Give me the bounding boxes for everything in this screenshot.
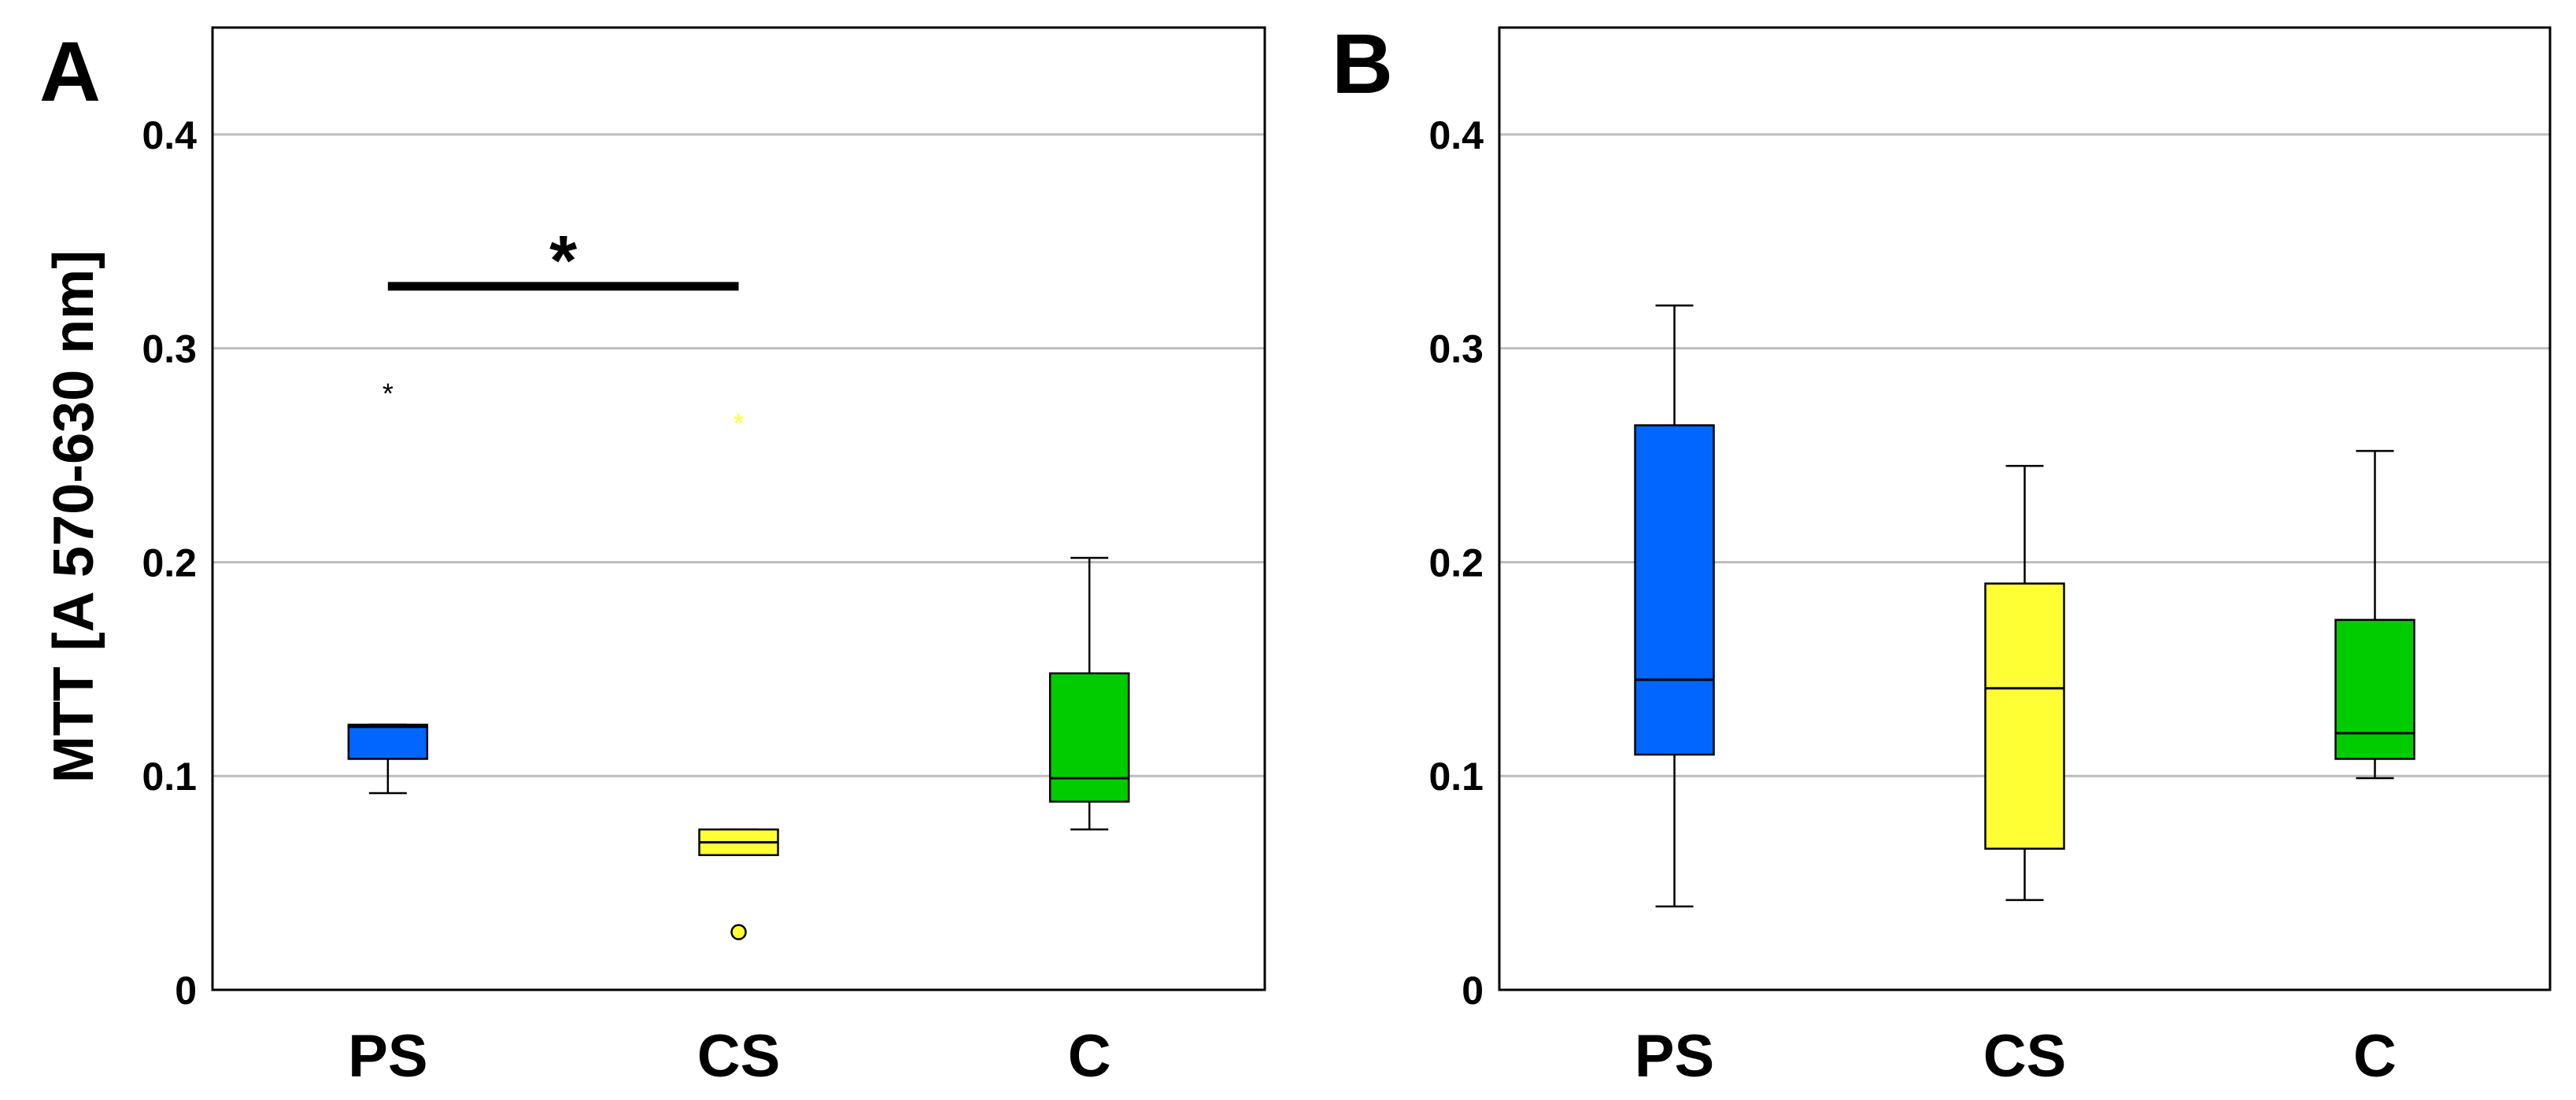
x-category-label: CS [697,1023,781,1090]
box-c [2334,618,2415,760]
outlier-point [730,924,747,940]
y-tick-label: 0.1 [142,755,197,799]
y-tick-label: 0.3 [1428,327,1484,371]
y-tick-label: 0.2 [1428,541,1484,585]
plot-frame [211,26,1266,991]
panel-a: 0 0.1 0.2 0.3 0.4 PS CS C A MTT [A 570-630 nm] * * * [39,24,1266,1090]
x-category-label: CS [1983,1023,2067,1090]
y-tick-label: 0 [1462,969,1484,1013]
panel-letter: B [1332,16,1393,111]
y-tick-label: 0.1 [1428,755,1484,799]
plot-frame [1498,26,2552,991]
y-tick-label: 0.2 [142,541,197,585]
y-tick-label: 0 [175,969,197,1013]
panel-letter: A [39,24,101,119]
box-cs [1984,582,2065,850]
x-category-label: PS [1635,1023,1714,1090]
box-ps [1634,424,1715,756]
significance-marker: * [549,222,577,301]
box-ps [347,723,429,760]
y-axis-title: MTT [A 570-630 nm] [43,250,105,783]
panel-b: 0 0.1 0.2 0.3 0.4 PS CS C B [1332,16,2552,1090]
extreme-point: * [733,407,744,439]
extreme-point: * [383,377,394,409]
y-tick-label: 0.3 [142,327,197,371]
x-category-label: C [1068,1023,1111,1090]
box-c [1048,672,1130,803]
y-tick-label: 0.4 [142,113,197,157]
x-category-label: PS [348,1023,427,1090]
x-category-label: C [2353,1023,2397,1090]
y-tick-label: 0.4 [1428,113,1484,157]
